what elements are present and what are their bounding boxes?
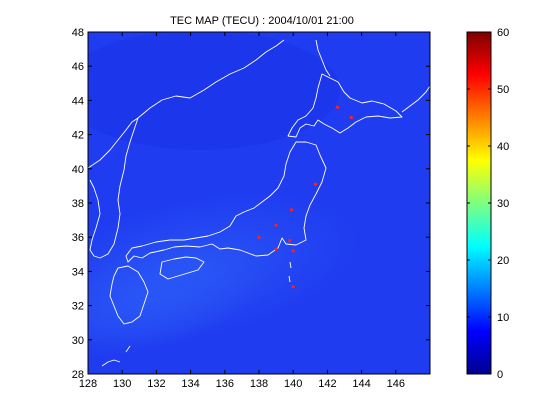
lon-tick-label: 144: [352, 378, 370, 390]
coastline-kurils: [401, 85, 430, 113]
map-title: TEC MAP (TECU) : 2004/10/01 21:00: [170, 15, 354, 27]
tec-contour-low: [88, 32, 340, 150]
lat-tick-label: 42: [72, 130, 84, 142]
station-marker: [313, 182, 318, 186]
colorbar: 0 10 20 30 40 50 60: [466, 27, 509, 381]
lon-tick-label: 130: [113, 378, 131, 390]
colorbar-tick-label: 40: [497, 141, 509, 153]
station-marker: [349, 115, 353, 120]
lat-tick-label: 34: [72, 266, 84, 278]
coastline-ryukyu: [101, 345, 131, 367]
lat-tick-label: 32: [72, 301, 84, 313]
lon-tick-label: 132: [147, 378, 165, 390]
colorbar-tick-label: 0: [497, 369, 503, 381]
lon-tick-label: 140: [284, 378, 302, 390]
station-marker: [291, 285, 295, 289]
lon-axis: 128 130 132 134 136 138 140 142 144 146: [79, 32, 405, 390]
colorbar-tick-label: 50: [497, 84, 509, 96]
lat-tick-label: 44: [72, 95, 84, 107]
lon-tick-label: 128: [79, 378, 97, 390]
lat-tick-label: 28: [72, 369, 84, 381]
colorbar-ticks: 0 10 20 30 40 50 60: [467, 27, 509, 381]
lat-tick-label: 30: [72, 335, 84, 347]
station-marker: [288, 239, 292, 243]
lat-tick-label: 40: [72, 164, 84, 176]
station-marker: [274, 223, 278, 227]
station-marker: [336, 105, 340, 109]
coastline-shikoku: [159, 256, 205, 280]
coastline-sakhalin: [315, 39, 331, 77]
coastline-korea: [88, 117, 139, 259]
lat-tick-label: 38: [72, 198, 84, 210]
colorbar-tick-label: 30: [497, 198, 509, 210]
lat-tick-label: 46: [72, 61, 84, 73]
coastline-izu-islands: [288, 261, 292, 283]
station-marker: [274, 247, 278, 251]
station-marker: [291, 249, 295, 253]
coastline-asia-north: [137, 39, 285, 119]
map-panel: [87, 31, 431, 375]
station-marker: [289, 208, 294, 212]
lon-tick-label: 142: [318, 378, 336, 390]
colorbar-tick-label: 60: [497, 27, 509, 39]
lon-tick-label: 134: [181, 378, 199, 390]
colorbar-gradient: [466, 31, 492, 375]
station-marker: [257, 235, 261, 239]
coastline-kyushu: [109, 265, 149, 325]
lat-tick-label: 48: [72, 27, 84, 39]
lon-tick-label: 146: [387, 378, 405, 390]
coastline-honshu: [125, 141, 327, 263]
colorbar-tick-label: 20: [497, 255, 509, 267]
station-layer: [257, 105, 353, 289]
lat-axis: 28 30 32 34 36 38 40 42 44 46 48: [72, 27, 430, 381]
lon-tick-label: 138: [250, 378, 268, 390]
colorbar-tick-label: 10: [497, 312, 509, 324]
coastlines: [88, 39, 430, 367]
coastline-hokkaido: [287, 73, 403, 138]
lat-tick-label: 36: [72, 232, 84, 244]
lon-tick-label: 136: [216, 378, 234, 390]
